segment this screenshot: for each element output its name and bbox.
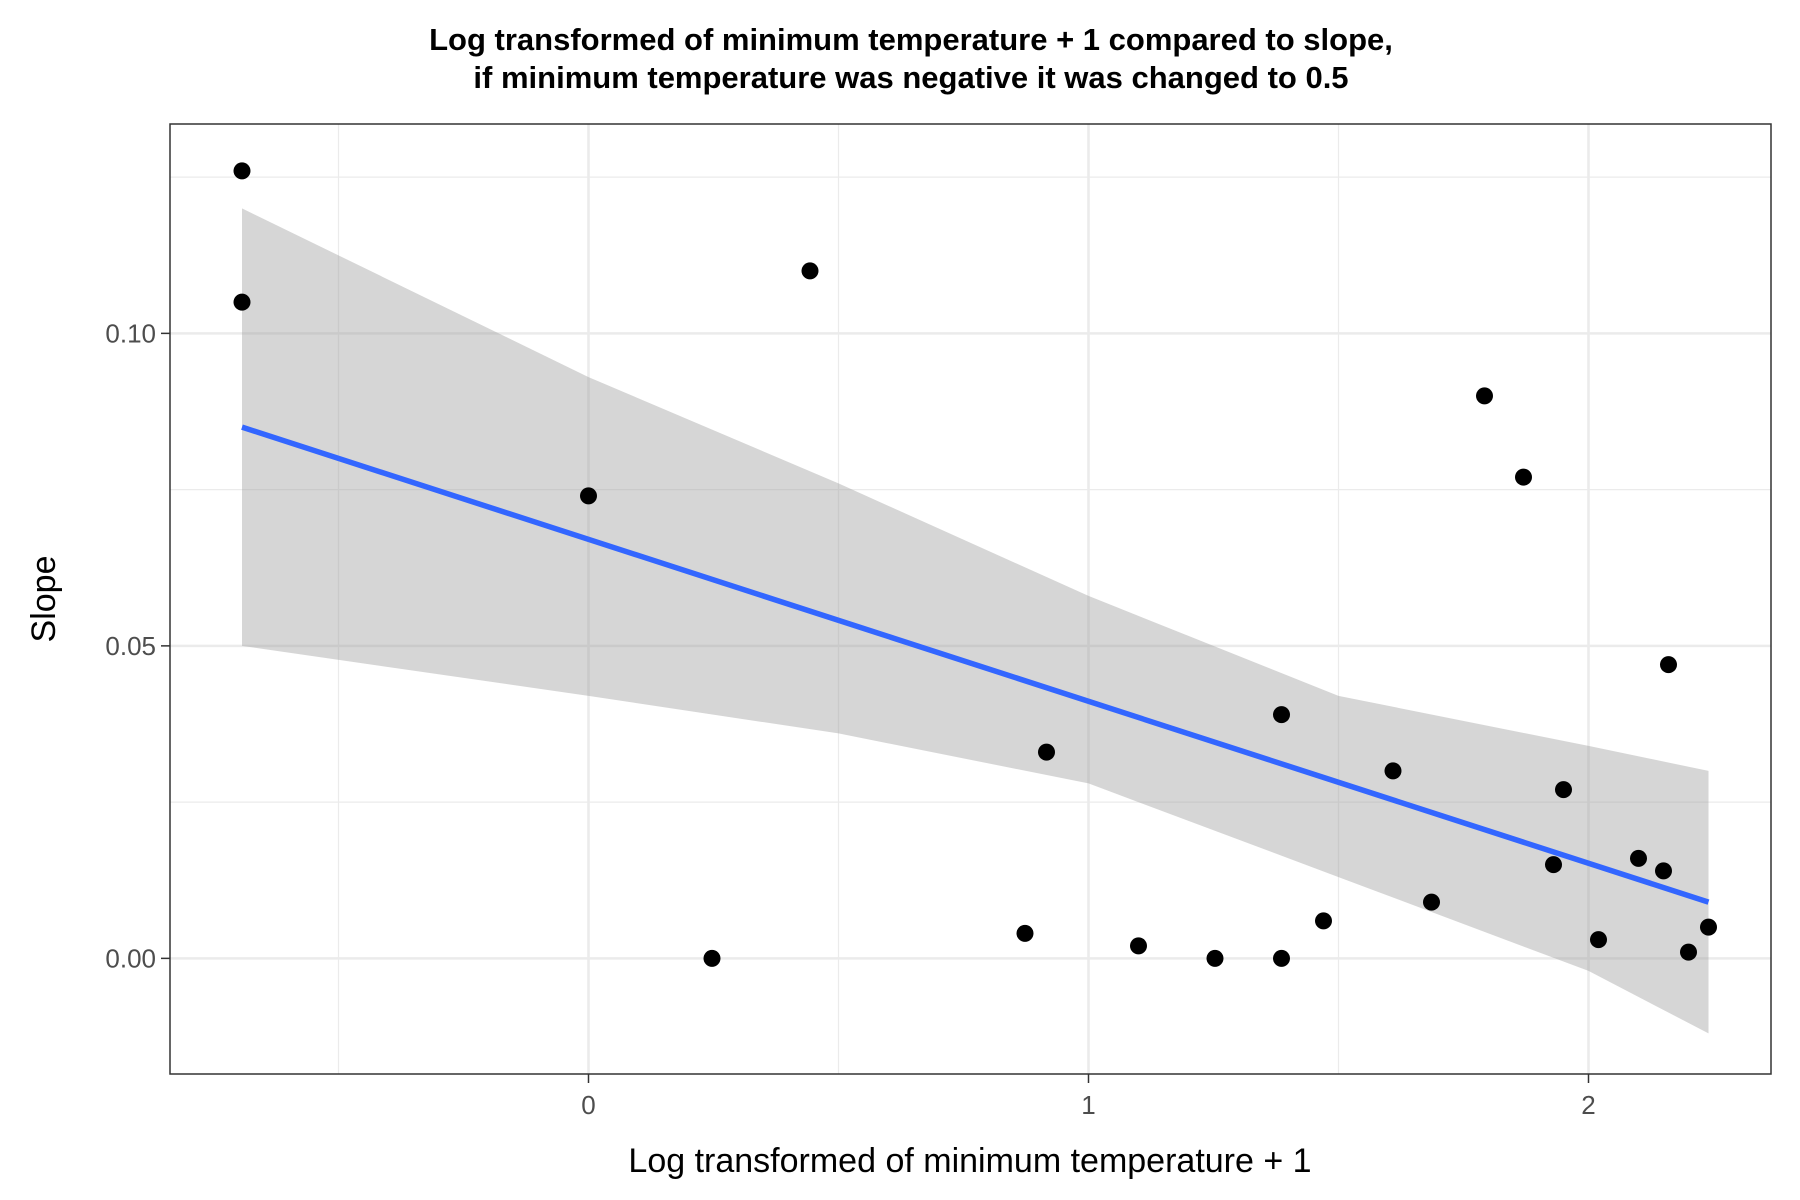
x-axis-title: Log transformed of minimum temperature +… [628, 1142, 1311, 1180]
plot-panel [170, 124, 1771, 1074]
data-point [1423, 893, 1440, 911]
regression-line [241, 424, 1710, 905]
x-tick-label: 1 [1081, 1090, 1095, 1120]
confidence-band [242, 208, 1709, 1034]
data-point [1273, 706, 1290, 724]
x-tick-label: 2 [1581, 1090, 1595, 1120]
data-point [1700, 918, 1717, 936]
x-tick-label: 0 [581, 1090, 595, 1120]
y-tick-label: 0.10 [105, 318, 156, 348]
data-point [1130, 937, 1147, 955]
data-point [1515, 468, 1532, 486]
y-axis-title: Slope [25, 556, 63, 643]
confidence-band-layer [242, 208, 1709, 1034]
fit-line-layer [241, 424, 1710, 905]
data-point [233, 162, 251, 180]
data-point [1590, 931, 1607, 949]
data-point [580, 487, 597, 505]
data-point [1660, 656, 1677, 674]
chart-subtitle: if minimum temperature was negative it w… [473, 60, 1348, 95]
data-point [1630, 849, 1647, 867]
chart-title: Log transformed of minimum temperature +… [429, 22, 1393, 57]
data-points [233, 162, 1717, 967]
data-point [1555, 781, 1572, 799]
data-point [1038, 743, 1055, 761]
y-tick-label: 0.05 [105, 631, 156, 661]
axes: 0 1 2 0.00 0.05 0.10 [105, 318, 1595, 1120]
data-point [1384, 762, 1402, 780]
data-point [703, 949, 721, 967]
data-point [1273, 949, 1290, 967]
data-point [1315, 912, 1332, 930]
data-point [1655, 862, 1672, 880]
data-point [1476, 387, 1493, 405]
data-point [1206, 949, 1224, 967]
data-point [801, 262, 819, 280]
data-point [1016, 924, 1034, 942]
y-tick-label: 0.00 [105, 943, 156, 973]
data-point [1545, 856, 1562, 874]
data-point [1680, 943, 1697, 961]
data-point [233, 293, 251, 311]
panel-border [169, 123, 1772, 1075]
